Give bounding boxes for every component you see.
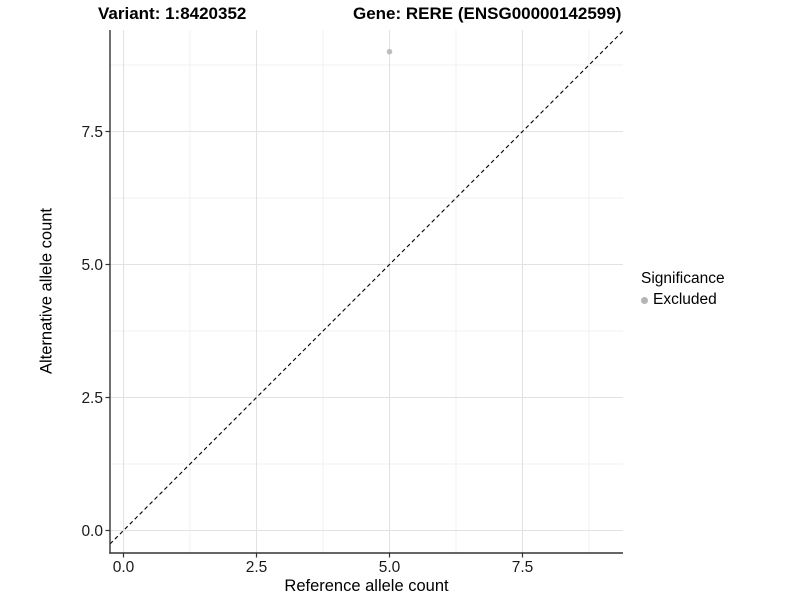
y-tick-label: 5.0 xyxy=(81,257,103,274)
y-tick-label: 0.0 xyxy=(81,523,103,540)
x-tick-label: 5.0 xyxy=(379,559,401,576)
y-axis-title: Alternative allele count xyxy=(37,207,56,375)
legend-item-label: Excluded xyxy=(653,291,717,308)
legend-title: Significance xyxy=(641,270,725,287)
data-point xyxy=(386,48,393,55)
gene-title: Gene: RERE (ENSG00000142599) xyxy=(353,4,622,23)
y-tick-label: 7.5 xyxy=(81,124,103,141)
legend: Significance Excluded xyxy=(641,270,725,309)
x-tick-label: 0.0 xyxy=(113,559,135,576)
legend-item-excluded: Excluded xyxy=(641,291,725,309)
x-axis-title: Reference allele count xyxy=(284,577,449,595)
variant-title: Variant: 1:8420352 xyxy=(98,4,247,23)
x-tick-label: 7.5 xyxy=(512,559,534,576)
excluded-point-icon xyxy=(641,296,648,304)
identity-dashed-line xyxy=(109,30,624,545)
y-tick-label: 2.5 xyxy=(81,390,103,407)
x-tick-label: 2.5 xyxy=(246,559,268,576)
